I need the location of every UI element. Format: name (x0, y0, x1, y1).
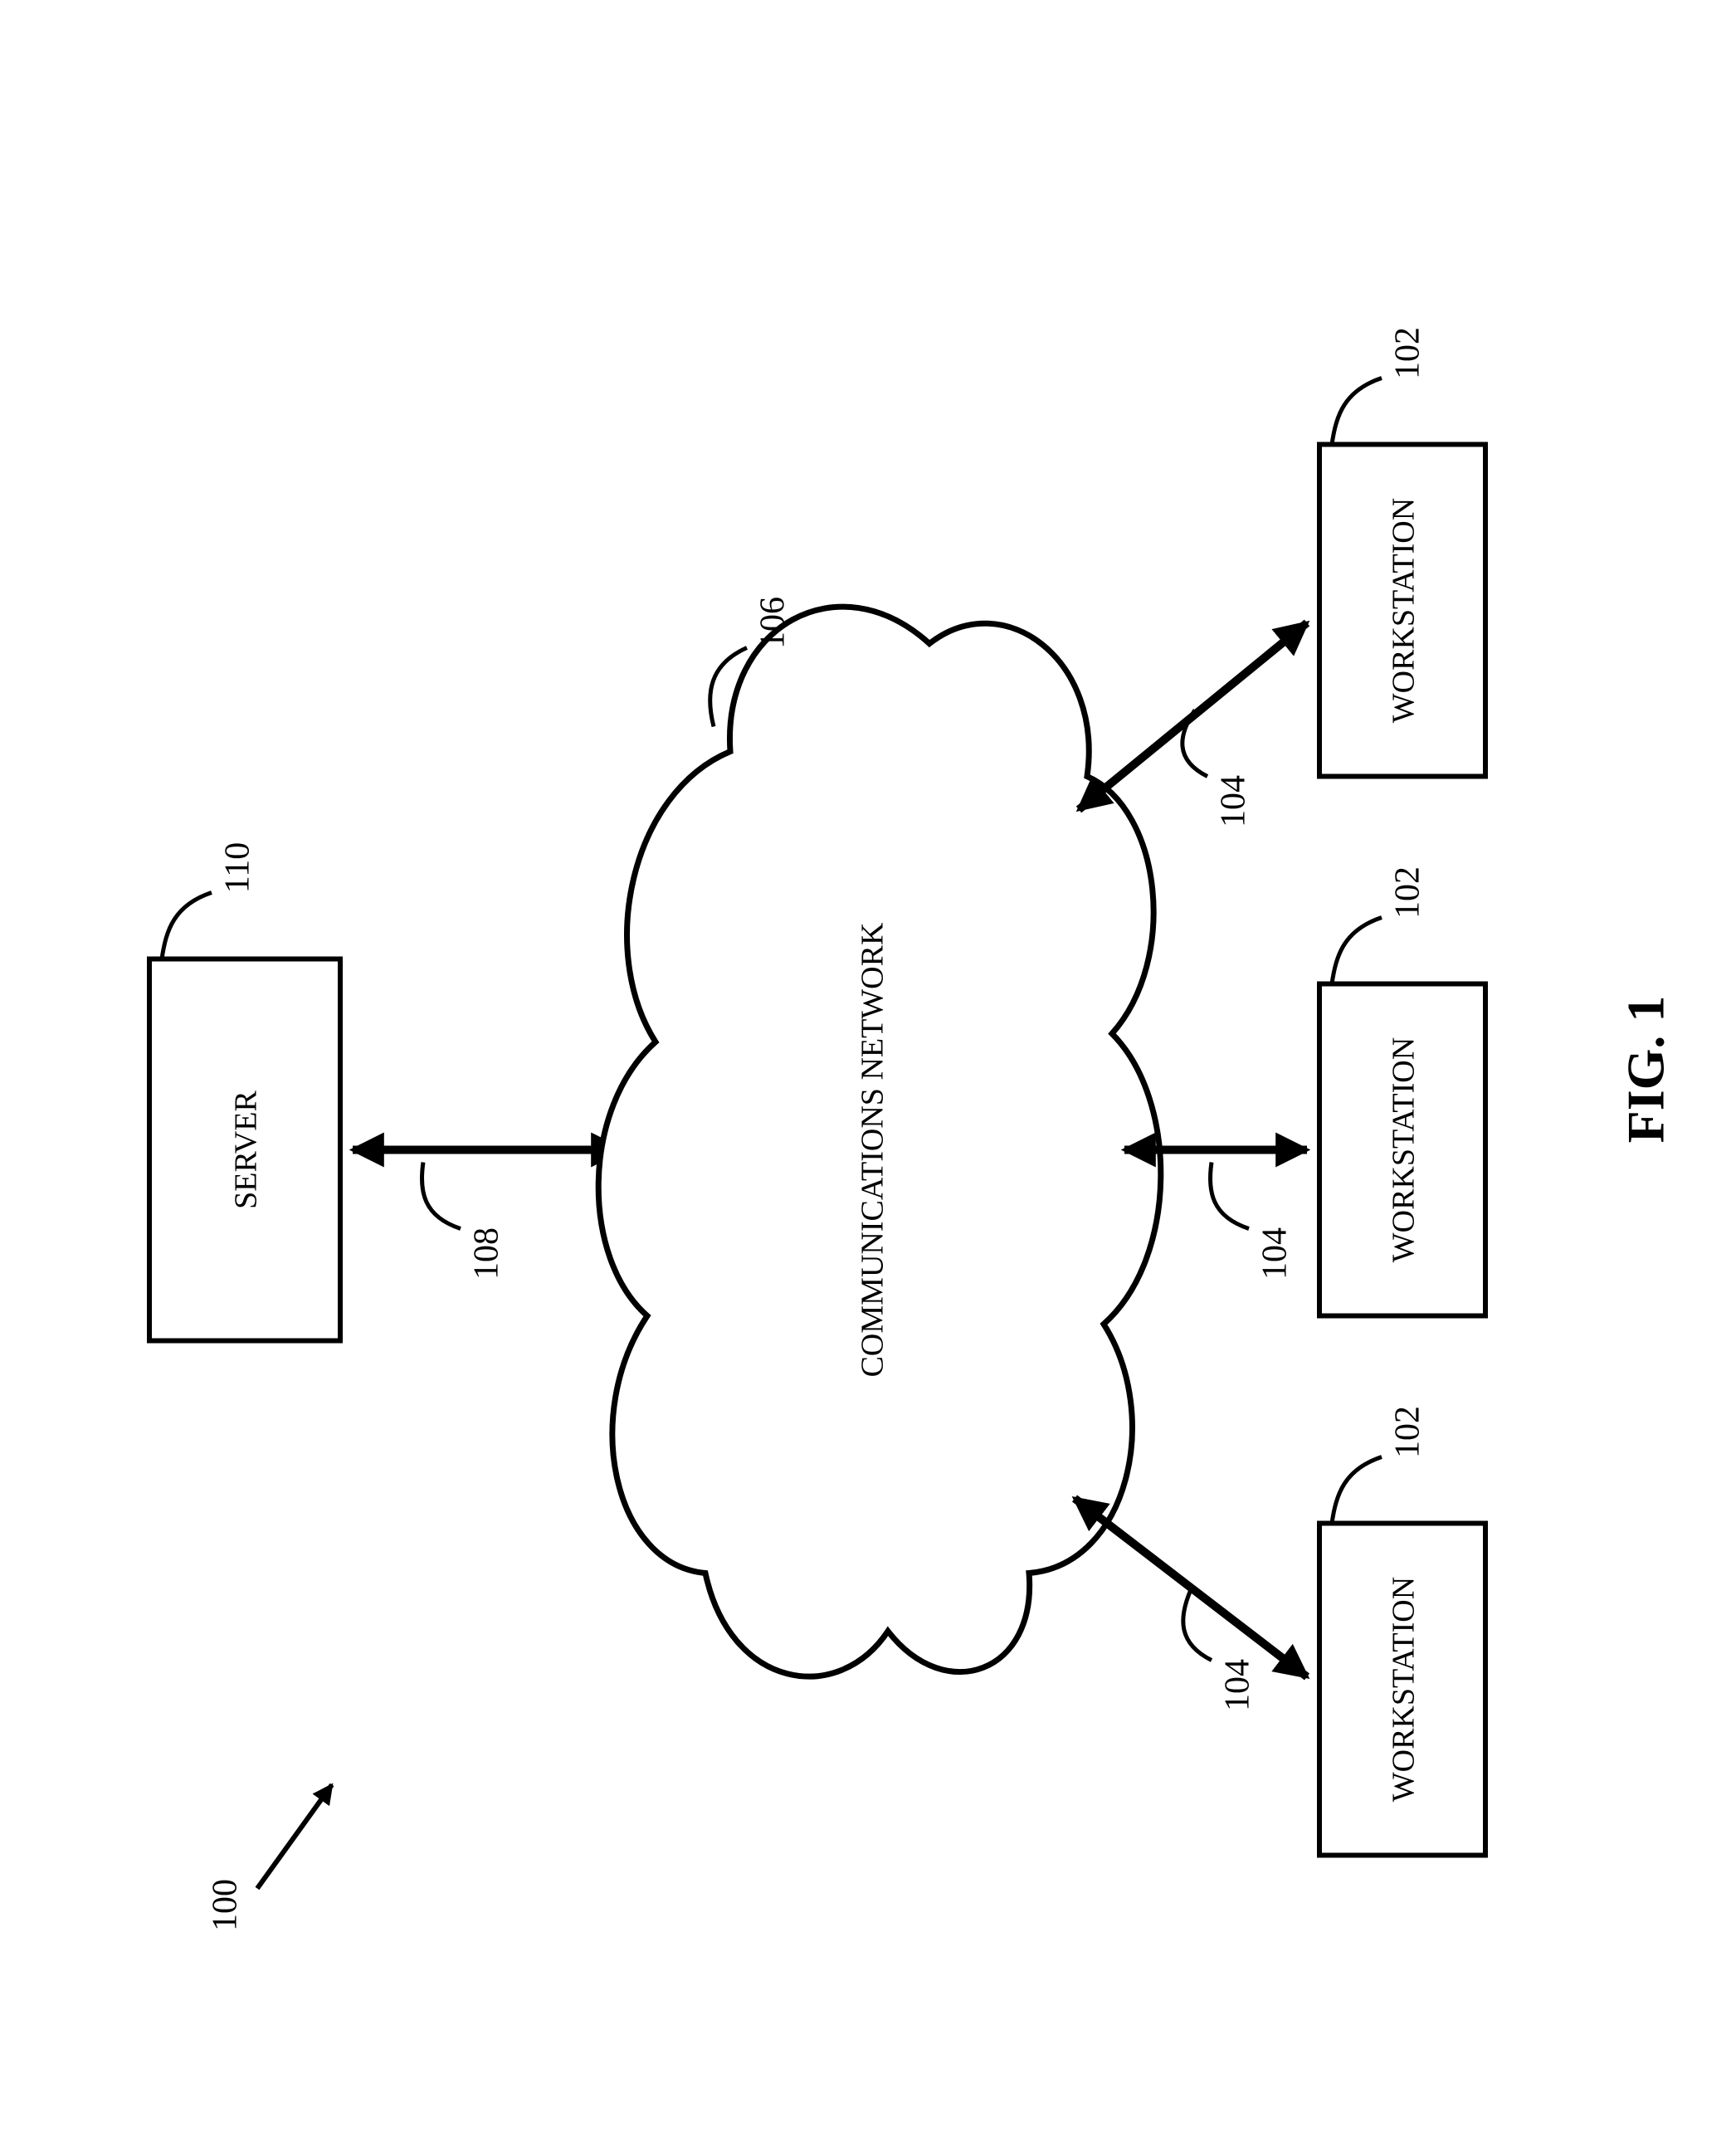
diagram-stage: 100 SERVER 110 108 COMMUNICATIONS NETWO (0, 0, 1736, 2137)
ref-104-label-2: 104 (1256, 1227, 1295, 1280)
ref-100-group: 100 (207, 1784, 332, 1931)
ref-110-label: 110 (219, 842, 257, 892)
page: 100 SERVER 110 108 COMMUNICATIONS NETWO (0, 0, 1736, 2137)
ref-104-label-1: 104 (1219, 1659, 1257, 1711)
ws3-group: 104 WORKSTATION 102 (1079, 327, 1485, 827)
ref-110-leader (162, 892, 212, 959)
ws1-label: WORKSTATION (1387, 1576, 1421, 1801)
ref-100-label: 100 (207, 1879, 245, 1931)
ref-102-label-2: 102 (1389, 866, 1427, 919)
ref-102-label-1: 102 (1389, 1406, 1427, 1458)
ws2-group: 104 WORKSTATION 102 (1124, 866, 1485, 1316)
diagram-svg: 100 SERVER 110 108 COMMUNICATIONS NETWO (0, 0, 1736, 2137)
ref-100-arrow (257, 1784, 332, 1888)
ref-102-leader-2 (1332, 917, 1382, 983)
ref-104-label-3: 104 (1215, 775, 1253, 827)
server-link-group: 108 (353, 1149, 622, 1280)
network-group: COMMUNICATIONS NETWORK 106 (598, 597, 1161, 1676)
ref-108-leader (422, 1162, 461, 1228)
network-label: COMMUNICATIONS NETWORK (856, 922, 890, 1377)
ws2-label: WORKSTATION (1387, 1037, 1421, 1261)
ref-108-label: 108 (468, 1227, 506, 1280)
ref-102-label-3: 102 (1389, 327, 1427, 379)
ref-102-leader-3 (1332, 378, 1382, 444)
ws1-link-arrow (1075, 1498, 1307, 1676)
figure-caption: FIG. 1 (1617, 995, 1675, 1143)
ws1-group: 104 WORKSTATION 102 (1075, 1406, 1485, 1856)
server-label: SERVER (229, 1090, 264, 1208)
ref-102-leader-1 (1332, 1456, 1382, 1523)
ws3-label: WORKSTATION (1387, 497, 1421, 722)
server-group: SERVER 110 (149, 842, 340, 1340)
ref-106-label: 106 (754, 597, 792, 649)
ref-104-leader-2 (1210, 1162, 1249, 1228)
